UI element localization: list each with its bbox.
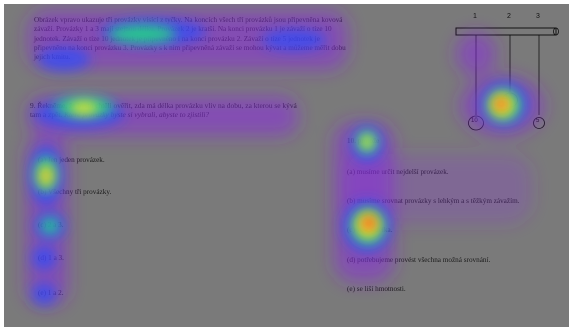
rod-end xyxy=(553,27,559,36)
string-label-3: 3 xyxy=(536,13,540,20)
q9-option-b[interactable]: (b) Všechny tři provázky. xyxy=(38,188,112,196)
weight-label-3: 5 xyxy=(536,118,540,124)
q10-option-d[interactable]: (d) potřebujeme provést všechna možná sr… xyxy=(347,256,491,264)
eye-tracking-heatmap-frame: Obrázek vpravo ukazuje tři provázky visí… xyxy=(4,4,569,327)
q9-option-d[interactable]: (d) 1 a 3. xyxy=(38,254,64,262)
q10-option-c[interactable]: (c) se liší délka. xyxy=(347,226,393,234)
question-9-italic: Které provázky byste si vybrali, abyste … xyxy=(64,110,210,120)
weight-label-2: 10 xyxy=(505,95,512,101)
string-label-1: 1 xyxy=(473,13,477,20)
question-10-title: 10. protože xyxy=(347,137,380,145)
q9-option-a[interactable]: (a) Jen jeden provázek. xyxy=(38,156,105,164)
q9-option-c[interactable]: (c) 2 a 3. xyxy=(38,221,64,229)
string-label-2: 2 xyxy=(507,13,511,20)
weight-label-1: 10 xyxy=(471,118,478,124)
q10-option-b[interactable]: (b) musíme srovnat provázky s lehkým a s… xyxy=(347,197,520,205)
rod-bar xyxy=(455,27,557,36)
q9-option-e[interactable]: (e) 1 a 2. xyxy=(38,289,64,297)
q10-option-e[interactable]: (e) se liší hmotnosti. xyxy=(347,285,406,293)
intro-paragraph: Obrázek vpravo ukazuje tři provázky visí… xyxy=(34,16,346,62)
q10-option-a[interactable]: (a) musíme určit nejdelší provázek. xyxy=(347,168,449,176)
pendulum-diagram xyxy=(455,27,559,131)
test-item-stimulus: Obrázek vpravo ukazuje tři provázky visí… xyxy=(4,4,569,327)
question-9: 9. Řekněme, že bysto chtěli ověřit, zda … xyxy=(30,101,300,120)
